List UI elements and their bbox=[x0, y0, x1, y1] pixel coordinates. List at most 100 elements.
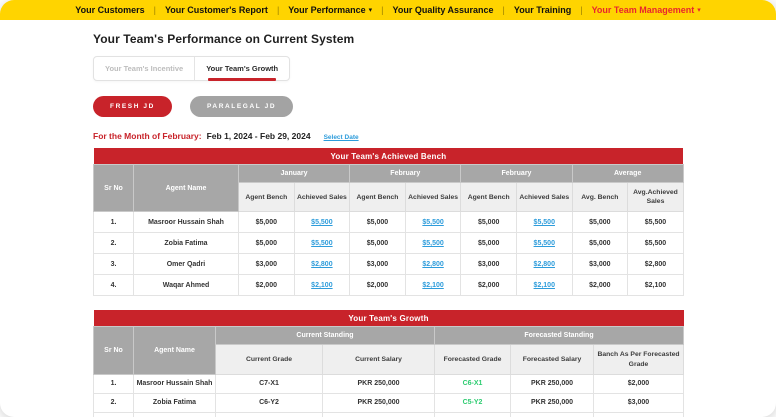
forecasted-salary-cell: PKR 250,000 bbox=[510, 392, 594, 413]
nav-separator: | bbox=[276, 5, 280, 15]
date-filter-line: For the Month of February: Feb 1, 2024 -… bbox=[93, 131, 683, 141]
bench-value-cell: $5,000 bbox=[349, 211, 406, 234]
achieved-sales-link[interactable]: $5,500 bbox=[311, 239, 333, 247]
bench-table-row: 2. Zobia Fatima $5,000 $5,500 $5,000 $5,500 $5… bbox=[93, 232, 684, 255]
nav-separator: | bbox=[502, 5, 505, 15]
achieved-sales-link[interactable]: $2,100 bbox=[311, 281, 333, 289]
col-header-sr-no: Sr No bbox=[93, 326, 134, 375]
bench-value-cell: $5,000 bbox=[460, 211, 517, 234]
bench-table-row: 4. Waqar Ahmed $2,000 $2,100 $2,000 $2,100 $2,… bbox=[93, 274, 684, 297]
dropdown-caret-icon: ▾ bbox=[697, 6, 701, 14]
growth-table-title: Your Team's Growth bbox=[93, 310, 684, 327]
achieved-sales-cell: $2,100 bbox=[515, 274, 573, 297]
bench-value-cell: $3,000 bbox=[571, 253, 629, 276]
current-salary-cell: PKR 250,000 bbox=[322, 373, 435, 394]
achieved-sales-link[interactable]: $5,500 bbox=[533, 218, 555, 226]
nav-separator: | bbox=[153, 5, 156, 15]
sr-no-cell: 3. bbox=[93, 253, 134, 276]
bench-value-cell: $5,000 bbox=[238, 232, 295, 255]
bench-value-cell: $3,000 bbox=[349, 253, 406, 276]
achieved-sales-link[interactable]: $2,800 bbox=[533, 260, 555, 268]
bench-value-cell: $2,100 bbox=[627, 274, 684, 297]
bench-value-cell: $2,800 bbox=[627, 253, 684, 276]
sub-column-header: Achieved Sales bbox=[293, 181, 351, 213]
sub-column-header: Current Salary bbox=[322, 344, 435, 375]
nav-item-your-customer-s-report[interactable]: Your Customer's Report bbox=[164, 5, 268, 15]
bench-table-row: 3. Omer Qadri $3,000 $2,800 $3,000 $2,800 $3,0… bbox=[93, 253, 684, 276]
forecasted-salary-cell: PKR 250,000 bbox=[510, 373, 594, 394]
achieved-sales-link[interactable]: $2,100 bbox=[533, 281, 555, 289]
bench-table-row: 1. Masroor Hussain Shah $5,000 $5,500 $5,000… bbox=[93, 211, 684, 234]
month-group-header: Average bbox=[571, 164, 684, 183]
bench-value-cell: $5,500 bbox=[627, 211, 684, 234]
fresh-jd-button[interactable]: FRESH JD bbox=[93, 96, 172, 117]
achieved-sales-link[interactable]: $5,500 bbox=[533, 239, 555, 247]
bench-value-cell: $5,500 bbox=[627, 232, 684, 255]
achieved-sales-cell: $5,500 bbox=[404, 211, 462, 234]
bench-value-cell: $5,000 bbox=[238, 211, 295, 234]
bench-value-cell: $3,000 bbox=[460, 253, 517, 276]
achieved-sales-link[interactable]: $5,500 bbox=[422, 218, 444, 226]
month-group-header: February bbox=[460, 164, 573, 183]
agent-name-cell: Waqar Ahmed bbox=[133, 274, 239, 297]
forecasted-grade-cell: C5-Y1 bbox=[434, 411, 511, 417]
achieved-sales-cell: $5,500 bbox=[293, 211, 351, 234]
sr-no-cell: 1. bbox=[93, 211, 134, 234]
bench-value-cell: $5,000 bbox=[571, 211, 629, 234]
achieved-sales-link[interactable]: $2,800 bbox=[422, 260, 444, 268]
agent-name-cell: Zobia Fatima bbox=[133, 232, 239, 255]
agent-name-cell: Omer Qadri bbox=[133, 253, 239, 276]
forecasted-salary-cell: PKR 250,000 bbox=[510, 411, 594, 417]
bench-forecasted-cell: $2,000 bbox=[593, 373, 684, 394]
tab-group: Your Team's Incentive Your Team's Growth bbox=[93, 56, 291, 81]
current-grade-cell: C6-Y2 bbox=[215, 392, 323, 413]
dropdown-caret-icon: ▾ bbox=[368, 6, 373, 14]
nav-item-your-training[interactable]: Your Training bbox=[513, 5, 572, 15]
sub-column-header: Avg.Achieved Sales bbox=[627, 181, 684, 213]
nav-item-your-quality-assurance[interactable]: Your Quality Assurance bbox=[392, 5, 494, 15]
sub-column-header: Avg. Bench bbox=[571, 181, 629, 213]
nav-separator: | bbox=[381, 5, 384, 15]
achieved-sales-cell: $2,100 bbox=[293, 274, 351, 297]
current-grade-cell: C7-X1 bbox=[215, 373, 323, 394]
page-title: Your Team's Performance on Current Syste… bbox=[93, 32, 355, 46]
agent-name-cell: Omer Qadri bbox=[133, 411, 216, 417]
nav-item-your-performance[interactable]: Your Performance ▾ bbox=[288, 5, 373, 15]
sub-column-header: Current Grade bbox=[215, 344, 323, 375]
nav-item-your-team-management[interactable]: Your Team Management ▾ bbox=[591, 5, 701, 15]
sub-column-header: Agent Bench bbox=[349, 181, 406, 213]
sub-column-header: Agent Bench bbox=[460, 181, 517, 213]
paralegal-jd-button[interactable]: PARALEGAL JD bbox=[189, 96, 294, 117]
sr-no-cell: 1. bbox=[93, 373, 134, 394]
current-salary-cell: PKR 250,000 bbox=[322, 392, 435, 413]
tab-your-team-s-growth[interactable]: Your Team's Growth bbox=[194, 57, 289, 81]
forecasted-grade-cell: C6-X1 bbox=[434, 373, 511, 394]
col-header-sr-no: Sr No bbox=[93, 163, 134, 213]
achieved-sales-link[interactable]: $2,800 bbox=[311, 260, 333, 268]
bench-value-cell: $5,000 bbox=[571, 232, 629, 255]
sr-no-cell: 3. bbox=[93, 411, 134, 417]
team-growth-table: Your Team's Growth Sr No Agent Name Current… bbox=[93, 310, 684, 417]
nav-separator: | bbox=[580, 5, 583, 15]
main-content: Your Team's Performance on Current Syste… bbox=[0, 32, 776, 417]
current-grade-cell: C6-Y1 bbox=[215, 411, 323, 417]
bench-value-cell: $2,000 bbox=[349, 274, 406, 297]
nav-item-your-customers[interactable]: Your Customers bbox=[75, 5, 145, 15]
sub-column-header: Forecasted Salary bbox=[510, 344, 594, 375]
top-navigation: Your Customers | Your Customer's Report | Yo… bbox=[0, 0, 776, 20]
sub-column-header: Achieved Sales bbox=[515, 181, 573, 213]
date-label: For the Month of February: bbox=[93, 131, 202, 141]
sub-column-header: Achieved Sales bbox=[404, 181, 462, 213]
agent-name-cell: Masroor Hussain Shah bbox=[133, 373, 216, 394]
tab-your-team-s-incentive[interactable]: Your Team's Incentive bbox=[105, 64, 184, 73]
achieved-sales-link[interactable]: $5,500 bbox=[311, 218, 333, 226]
achieved-sales-cell: $2,800 bbox=[404, 253, 462, 276]
filter-buttons: FRESH JD PARALEGAL JD bbox=[93, 96, 683, 117]
bench-forecasted-cell: $3,000 bbox=[593, 392, 684, 413]
achieved-sales-link[interactable]: $5,500 bbox=[422, 239, 444, 247]
select-date-link[interactable]: Select Date bbox=[323, 134, 359, 141]
achieved-sales-cell: $2,100 bbox=[404, 274, 462, 297]
achieved-sales-link[interactable]: $2,100 bbox=[422, 281, 444, 289]
